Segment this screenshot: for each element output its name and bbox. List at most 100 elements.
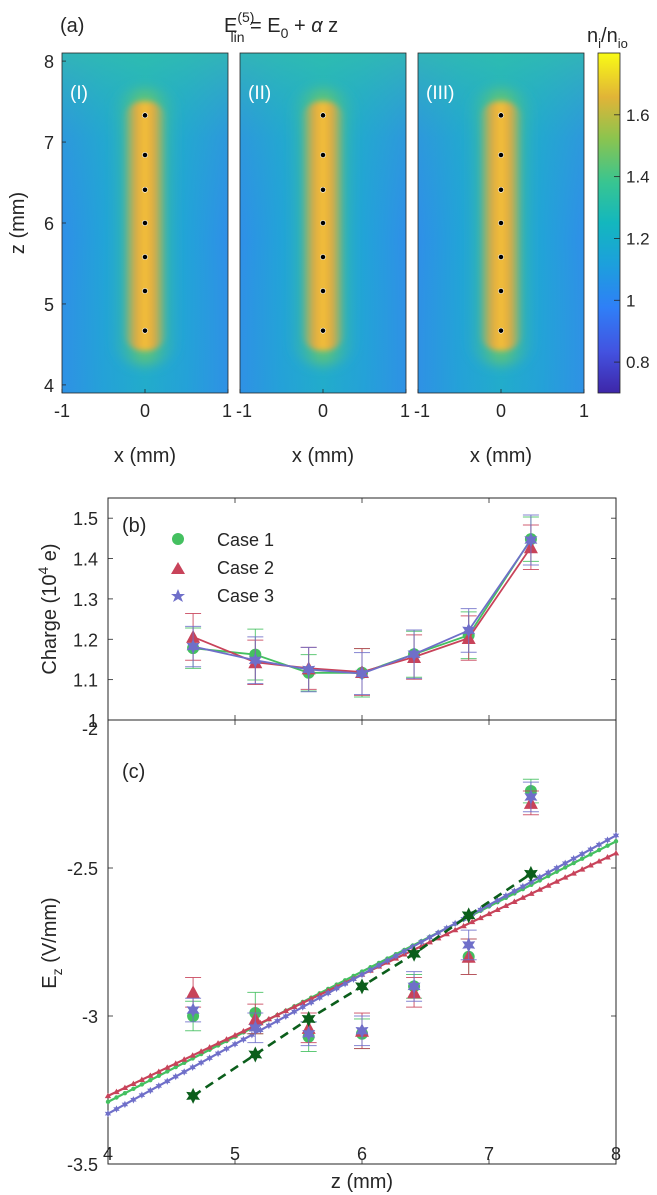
data-point <box>605 843 610 848</box>
data-point <box>248 1020 262 1036</box>
particle-dot <box>320 327 326 334</box>
x-tick-label: -1 <box>236 401 252 421</box>
legend-marker-case-2 <box>171 562 185 574</box>
colorbar <box>597 52 621 394</box>
data-point <box>121 1100 129 1109</box>
data-point <box>494 896 501 905</box>
subpanel-label: (III) <box>426 83 455 104</box>
data-point <box>113 1105 120 1113</box>
data-point <box>139 1082 145 1087</box>
data-point <box>570 854 577 863</box>
x-tick-label: 0 <box>496 401 506 421</box>
data-point <box>197 1048 205 1054</box>
data-point <box>375 961 383 969</box>
panel-b-ylabel: Charge (104 e) <box>35 543 61 674</box>
data-point <box>418 938 425 946</box>
data-point <box>138 1076 146 1082</box>
particle-dot <box>320 112 326 119</box>
data-point <box>553 878 560 884</box>
data-point <box>384 956 391 965</box>
data-point <box>595 841 603 849</box>
data-point <box>308 998 315 1007</box>
legend-label-case-3: Case 3 <box>217 586 274 606</box>
colorbar-tick-label: 1 <box>626 291 635 310</box>
data-point <box>524 865 538 882</box>
data-point <box>341 980 349 988</box>
data-point <box>248 652 262 668</box>
particle-dot <box>142 327 148 334</box>
data-point <box>409 943 416 951</box>
x-tick-label: 1 <box>579 401 589 421</box>
data-point <box>206 1044 213 1050</box>
data-point <box>301 1011 316 1027</box>
x-tick-label: 7 <box>484 1144 494 1164</box>
panel-c-xlabel: z (mm) <box>331 1171 393 1193</box>
y-tick-label: -3.5 <box>67 1155 98 1175</box>
panel-b-charge-plot: (b) Charge (104 e) 1 1.1 1.2 1.3 1.4 1.5 Case… <box>35 497 617 731</box>
panel-c-ylabel: Ez (V/mm) <box>39 897 65 988</box>
colorbar-tick-label: 1.6 <box>626 106 650 125</box>
y-tick-label: 1.4 <box>73 550 98 570</box>
legend-label-case-1: Case 1 <box>217 530 274 550</box>
data-point <box>355 978 369 995</box>
data-point <box>401 947 408 956</box>
data-point <box>494 906 501 913</box>
y-tick-label: -2 <box>82 719 98 739</box>
data-point <box>104 1110 112 1118</box>
subpanel-label: (II) <box>248 83 271 104</box>
data-point <box>189 1063 196 1071</box>
particle-dot <box>498 186 504 193</box>
data-point <box>545 868 552 877</box>
y-tick-label: 1 <box>88 711 98 731</box>
data-point <box>511 887 518 895</box>
data-point <box>181 1068 188 1076</box>
particle-dot <box>142 254 148 260</box>
data-point <box>570 870 577 876</box>
data-point <box>460 922 467 929</box>
data-point <box>536 886 543 892</box>
y-tick-label: -2.5 <box>67 859 98 879</box>
colorbar-label: ni/nio <box>587 25 628 51</box>
data-point <box>148 1077 153 1083</box>
data-point <box>596 847 602 853</box>
data-point <box>274 1011 281 1018</box>
particle-dot <box>320 186 326 193</box>
data-point <box>240 1027 247 1034</box>
data-point <box>282 1012 289 1020</box>
density-core <box>301 101 345 351</box>
data-point <box>468 918 476 925</box>
x-tick-label: 6 <box>357 1144 367 1164</box>
data-point <box>536 873 543 881</box>
data-point <box>519 894 527 900</box>
data-point <box>588 852 593 857</box>
data-point <box>308 995 315 1002</box>
data-point <box>164 1077 171 1085</box>
data-point <box>282 1007 289 1014</box>
data-point <box>443 924 450 932</box>
data-point <box>172 1060 179 1066</box>
data-point <box>451 926 459 933</box>
data-point <box>302 662 316 677</box>
data-point <box>164 1064 171 1070</box>
data-point <box>519 882 527 891</box>
data-point <box>407 978 421 994</box>
data-point <box>426 938 433 945</box>
data-point <box>563 865 568 870</box>
particle-dot <box>498 327 504 334</box>
data-point <box>291 1008 298 1016</box>
heatmap-panel-1: (I) <box>61 52 229 394</box>
data-point <box>443 930 450 937</box>
data-point <box>186 1002 200 1018</box>
y-tick-label: 1.3 <box>73 590 98 610</box>
data-point <box>462 622 476 638</box>
particle-dot <box>142 220 148 226</box>
particle-dot <box>498 288 504 294</box>
data-point <box>189 1052 196 1058</box>
particle-dot <box>498 220 504 226</box>
data-point <box>231 1040 239 1048</box>
data-point <box>105 1099 111 1105</box>
data-point <box>502 892 510 900</box>
data-point <box>231 1032 239 1038</box>
data-point <box>302 1026 316 1042</box>
data-point <box>553 864 560 872</box>
